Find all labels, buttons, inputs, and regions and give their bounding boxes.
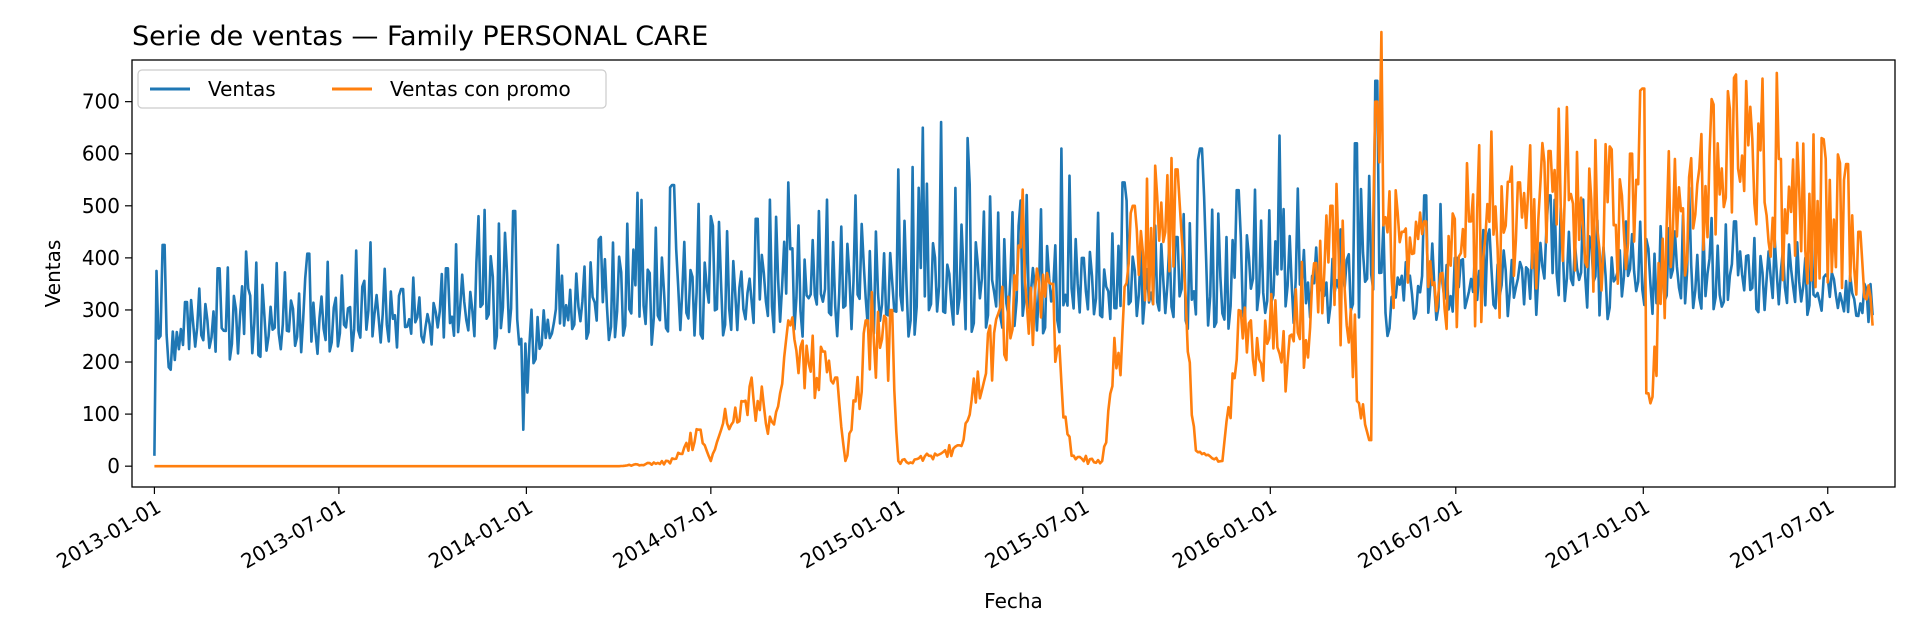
series-line-ventas: [153, 79, 1874, 456]
plot-frame: [131, 59, 1896, 488]
y-axis: 0 100 200 300 400 500 600 700: [82, 90, 132, 478]
x-tick-label: 2016-01-01: [1168, 495, 1281, 574]
legend: Ventas Ventas con promo: [137, 69, 607, 109]
chart-title: Serie de ventas — Family PERSONAL CARE: [132, 21, 708, 52]
x-tick-label: 2016-07-01: [1354, 495, 1467, 574]
plot-area: [131, 30, 1896, 488]
y-tick-label: 600: [82, 142, 120, 166]
x-tick-label: 2014-07-01: [609, 495, 722, 574]
y-tick-label: 700: [82, 90, 120, 114]
y-tick-label: 400: [82, 246, 120, 270]
x-axis-label: Fecha: [984, 589, 1043, 613]
x-tick-label: 2014-01-01: [424, 495, 537, 574]
x-tick-label: 2017-01-01: [1541, 495, 1654, 574]
y-tick-label: 300: [82, 298, 120, 322]
y-tick-label: 200: [82, 350, 120, 374]
y-tick-label: 500: [82, 194, 120, 218]
x-tick-label: 2015-01-01: [796, 495, 909, 574]
series-line-ventas-con-promo: [154, 30, 1874, 468]
y-tick-label: 0: [107, 454, 120, 478]
y-tick-label: 100: [82, 402, 120, 426]
legend-label: Ventas con promo: [390, 77, 571, 101]
x-tick-label: 2013-07-01: [237, 495, 350, 574]
series-layer: [153, 30, 1874, 468]
x-tick-label: 2017-07-01: [1726, 495, 1839, 574]
x-tick-label: 2013-01-01: [52, 495, 165, 574]
x-axis: 2013-01-01 2013-07-01 2014-01-01 2014-07-01…: [52, 487, 1838, 573]
y-axis-label: Ventas: [41, 240, 65, 308]
x-tick-label: 2015-07-01: [981, 495, 1094, 574]
legend-label: Ventas: [208, 77, 276, 101]
